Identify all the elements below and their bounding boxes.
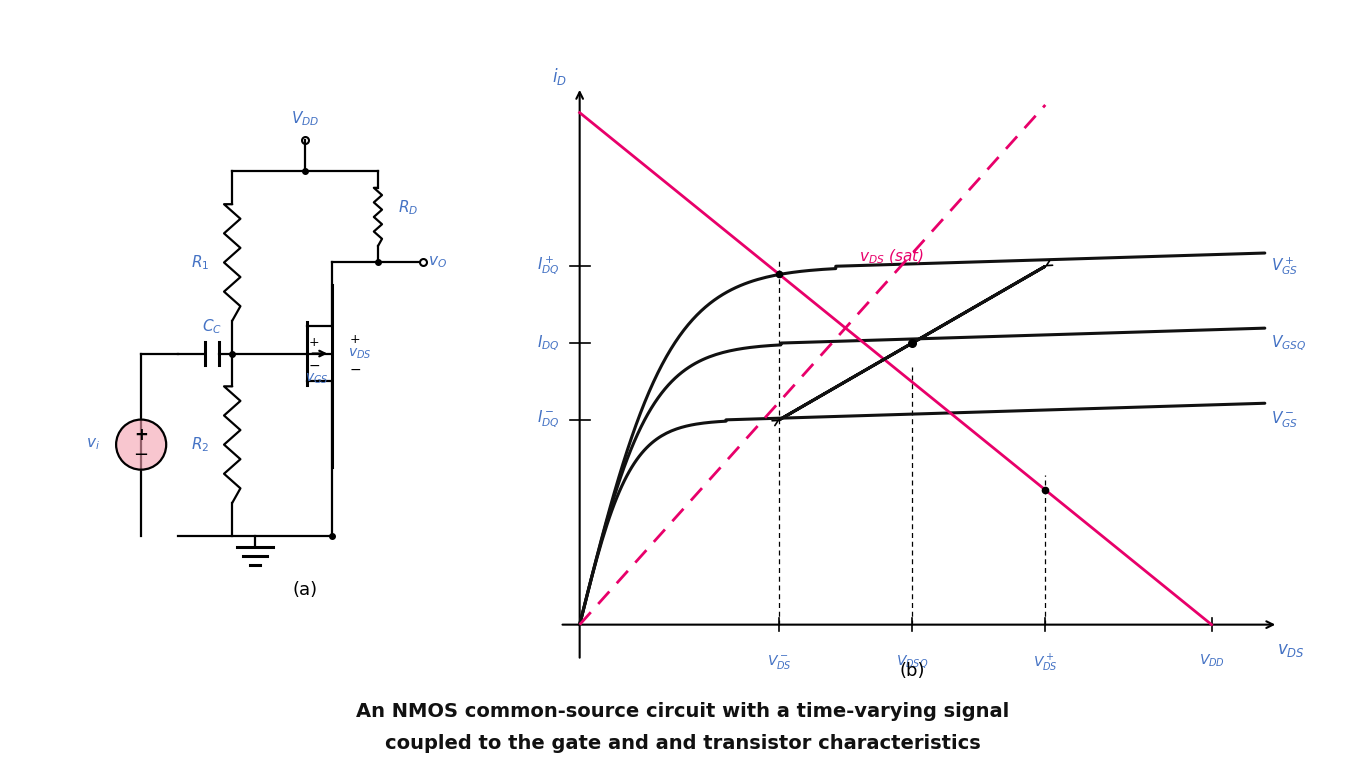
Text: $V_{DS}^-$: $V_{DS}^-$ xyxy=(766,653,792,670)
Text: $V_{GS}^+$: $V_{GS}^+$ xyxy=(1272,255,1299,277)
Text: +: + xyxy=(309,336,320,349)
Text: −: − xyxy=(309,359,320,373)
Circle shape xyxy=(116,419,167,470)
Text: $C_C$: $C_C$ xyxy=(202,317,221,336)
Text: $V_{DSQ}$: $V_{DSQ}$ xyxy=(896,653,929,670)
Text: (b): (b) xyxy=(899,662,925,680)
Text: $v_{DS}$: $v_{DS}$ xyxy=(348,346,372,361)
Text: $v_{DS}$: $v_{DS}$ xyxy=(1277,641,1306,659)
Text: $i_D$: $i_D$ xyxy=(552,66,567,88)
Text: $V_{DS}^+$: $V_{DS}^+$ xyxy=(1033,653,1057,674)
Text: $R_1$: $R_1$ xyxy=(191,253,209,272)
Text: $I_{DQ}$: $I_{DQ}$ xyxy=(537,333,560,353)
Text: $v_{DS}$ (sat): $v_{DS}$ (sat) xyxy=(859,248,923,266)
Text: $I_{DQ}^-$: $I_{DQ}^-$ xyxy=(537,409,560,430)
Text: $R_2$: $R_2$ xyxy=(191,435,209,454)
Text: +: + xyxy=(350,333,361,346)
Text: An NMOS common-source circuit with a time-varying signal: An NMOS common-source circuit with a tim… xyxy=(357,702,1009,720)
Text: +: + xyxy=(134,425,148,444)
Text: −: − xyxy=(350,362,361,376)
Text: $R_D$: $R_D$ xyxy=(399,198,419,217)
Text: $V_{DD}$: $V_{DD}$ xyxy=(1198,653,1224,669)
Text: $v_O$: $v_O$ xyxy=(428,255,447,270)
Text: $V_{GSQ}$: $V_{GSQ}$ xyxy=(1272,333,1307,353)
Text: coupled to the gate and and transistor characteristics: coupled to the gate and and transistor c… xyxy=(385,734,981,753)
Text: $V_{DD}$: $V_{DD}$ xyxy=(291,110,320,128)
Text: $v_i$: $v_i$ xyxy=(86,437,100,452)
Text: $I_{DQ}^+$: $I_{DQ}^+$ xyxy=(537,255,560,277)
Text: $v_{GS}$: $v_{GS}$ xyxy=(305,372,329,386)
Text: $V_{GS}^-$: $V_{GS}^-$ xyxy=(1272,409,1299,430)
Text: −: − xyxy=(134,445,149,464)
Text: (a): (a) xyxy=(292,581,318,599)
